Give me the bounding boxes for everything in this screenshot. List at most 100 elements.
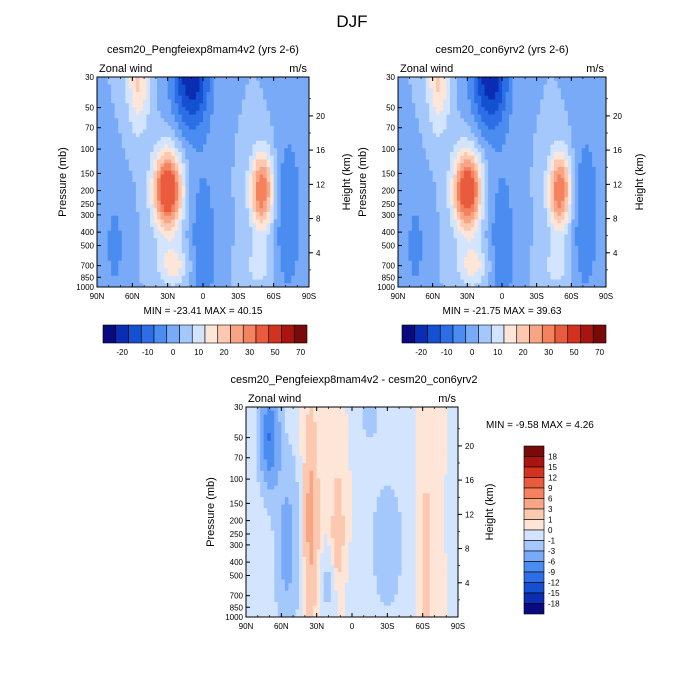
field-cell bbox=[192, 260, 197, 266]
field-cell bbox=[104, 122, 109, 127]
field-cell bbox=[153, 163, 158, 168]
field-cell bbox=[111, 253, 116, 258]
field-cell bbox=[224, 185, 229, 191]
field-cell bbox=[508, 92, 513, 97]
field-cell bbox=[114, 264, 119, 269]
field-cell bbox=[111, 118, 116, 123]
field-cell bbox=[104, 219, 109, 224]
field-cell bbox=[256, 279, 261, 284]
field-cell bbox=[135, 170, 140, 176]
field-cell bbox=[477, 80, 482, 86]
field-cell bbox=[259, 245, 264, 251]
field-cell bbox=[436, 125, 441, 131]
field-cell bbox=[543, 95, 548, 101]
field-cell bbox=[291, 77, 296, 82]
field-cell bbox=[100, 80, 105, 86]
field-cell bbox=[125, 245, 130, 251]
field-cell bbox=[488, 118, 493, 123]
field-cell bbox=[153, 170, 158, 176]
field-cell bbox=[301, 182, 307, 187]
field-cell bbox=[206, 200, 211, 206]
field-cell bbox=[97, 118, 102, 123]
field-cell bbox=[181, 174, 186, 179]
field-cell bbox=[181, 264, 186, 269]
field-cell bbox=[301, 133, 307, 138]
field-cell bbox=[97, 275, 102, 281]
field-cell bbox=[429, 99, 434, 104]
field-cell bbox=[581, 125, 586, 131]
field-cell bbox=[411, 159, 416, 164]
field-cell bbox=[227, 208, 232, 213]
field-cell bbox=[298, 189, 303, 194]
field-cell bbox=[153, 189, 158, 194]
field-cell bbox=[301, 197, 307, 202]
field-cell bbox=[398, 88, 403, 93]
field-cell bbox=[550, 95, 555, 101]
field-cell bbox=[128, 279, 133, 284]
field-cell bbox=[439, 99, 444, 104]
field-cell bbox=[252, 125, 257, 131]
field-cell bbox=[547, 110, 552, 116]
field-cell bbox=[456, 122, 461, 127]
field-cell bbox=[217, 268, 222, 273]
field-cell bbox=[256, 185, 261, 191]
field-cell bbox=[248, 148, 254, 153]
field-cell bbox=[100, 148, 105, 153]
field-cell bbox=[266, 204, 271, 209]
field-cell bbox=[280, 223, 285, 228]
field-cell bbox=[107, 110, 112, 116]
field-cell bbox=[248, 122, 254, 127]
field-cell bbox=[588, 107, 593, 112]
field-cell bbox=[192, 148, 197, 153]
field-cell bbox=[432, 155, 437, 161]
field-cell bbox=[153, 129, 158, 134]
field-cell bbox=[252, 215, 257, 221]
field-cell bbox=[512, 155, 517, 161]
field-cell bbox=[164, 245, 169, 251]
field-cell bbox=[540, 77, 545, 82]
field-cell bbox=[585, 163, 590, 168]
field-cell bbox=[560, 88, 565, 93]
field-cell bbox=[436, 88, 441, 93]
field-cell bbox=[252, 114, 257, 119]
field-cell bbox=[305, 204, 309, 209]
field-cell bbox=[171, 125, 176, 131]
field-cell bbox=[185, 268, 190, 273]
field-cell bbox=[484, 148, 489, 153]
field-cell bbox=[488, 110, 493, 116]
field-cell bbox=[125, 170, 130, 176]
field-cell bbox=[284, 182, 289, 187]
field-cell bbox=[100, 122, 105, 127]
field-cell bbox=[581, 77, 586, 82]
field-cell bbox=[128, 122, 133, 127]
field-cell bbox=[422, 137, 427, 142]
field-cell bbox=[595, 133, 600, 138]
field-cell bbox=[252, 152, 257, 157]
field-cell bbox=[213, 275, 218, 281]
field-cell bbox=[498, 155, 503, 161]
field-cell bbox=[557, 107, 562, 112]
field-cell bbox=[259, 227, 264, 232]
field-cell bbox=[305, 257, 309, 262]
field-cell bbox=[256, 257, 261, 262]
field-cell bbox=[460, 152, 465, 157]
field-cell bbox=[252, 129, 257, 134]
field-cell bbox=[248, 238, 254, 243]
field-cell bbox=[270, 234, 275, 239]
field-cell bbox=[540, 159, 545, 164]
field-cell bbox=[404, 137, 409, 142]
field-cell bbox=[150, 80, 155, 86]
field-cell bbox=[474, 88, 479, 93]
field-cell bbox=[477, 167, 482, 172]
field-cell bbox=[284, 272, 289, 277]
field-cell bbox=[238, 163, 243, 168]
field-cell bbox=[192, 230, 197, 236]
field-cell bbox=[277, 133, 282, 138]
field-cell bbox=[157, 170, 162, 176]
field-cell bbox=[220, 272, 225, 277]
field-cell bbox=[287, 163, 292, 168]
field-cell bbox=[125, 182, 130, 187]
field-cell bbox=[111, 242, 116, 247]
field-cell bbox=[287, 212, 292, 217]
field-cell bbox=[502, 84, 507, 89]
